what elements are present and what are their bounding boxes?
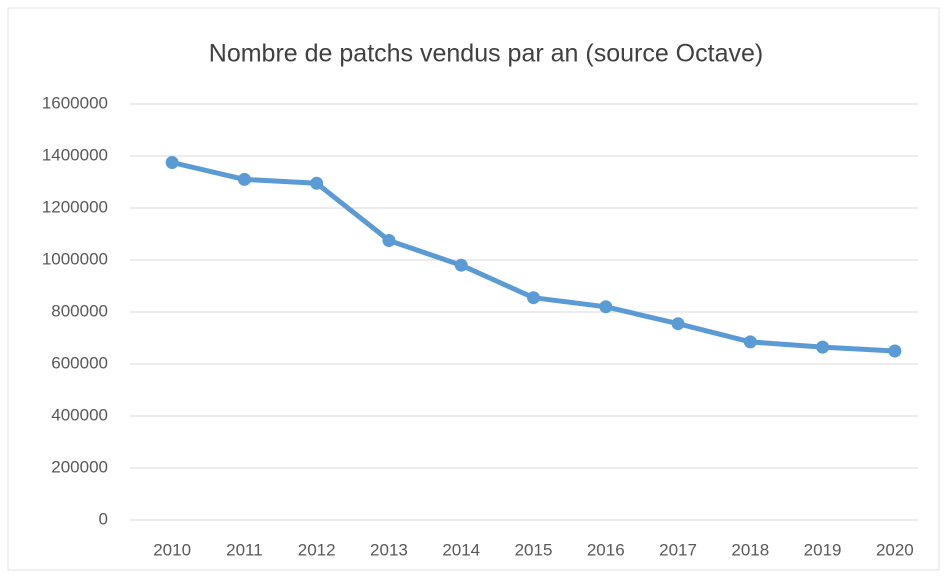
y-tick-label: 1400000: [42, 145, 108, 164]
x-tick-label: 2019: [804, 540, 842, 559]
y-tick-label: 200000: [51, 457, 108, 476]
y-tick-label: 1000000: [42, 249, 108, 268]
data-point: [310, 176, 324, 190]
x-tick-label: 2010: [153, 540, 191, 559]
data-point: [237, 172, 251, 186]
x-tick-label: 2014: [442, 540, 480, 559]
y-tick-label: 400000: [51, 405, 108, 424]
x-tick-label: 2020: [876, 540, 914, 559]
data-point: [888, 344, 902, 358]
y-tick-label: 0: [99, 509, 108, 528]
data-point: [599, 300, 613, 314]
chart-title: Nombre de patchs vendus par an (source O…: [209, 40, 763, 68]
data-point: [816, 340, 830, 354]
data-point: [671, 317, 685, 331]
y-tick-label: 800000: [51, 301, 108, 320]
y-tick-label: 600000: [51, 353, 108, 372]
data-point: [382, 234, 396, 247]
x-tick-label: 2017: [659, 540, 697, 559]
data-point: [165, 156, 179, 169]
data-point: [454, 258, 468, 272]
x-tick-label: 2013: [370, 540, 408, 559]
chart-frame: [7, 7, 940, 571]
x-tick-label: 2018: [731, 540, 769, 559]
y-tick-label: 1200000: [42, 197, 108, 216]
x-tick-label: 2015: [515, 540, 553, 559]
x-tick-label: 2011: [226, 540, 263, 559]
x-tick-label: 2016: [587, 540, 625, 559]
data-point: [743, 335, 757, 349]
data-point: [527, 291, 540, 305]
y-tick-label: 1600000: [42, 93, 108, 112]
x-tick-label: 2012: [298, 540, 336, 559]
